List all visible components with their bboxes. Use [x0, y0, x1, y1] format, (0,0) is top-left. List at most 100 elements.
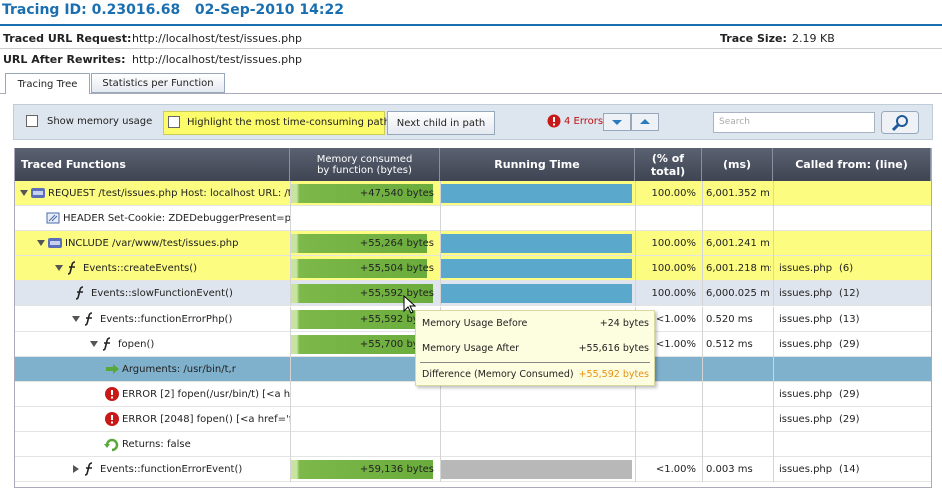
next-child-button[interactable]: Next child in path: [387, 111, 495, 135]
column-divider: [773, 381, 774, 407]
tooltip: [415, 310, 655, 386]
ms-value: 6,001.218 ms: [706, 263, 771, 275]
called-line: (12): [839, 288, 860, 300]
table-row[interactable]: [15, 206, 931, 232]
trace-id: Tracing ID: 0.23016.68: [2, 2, 181, 18]
column-divider: [773, 457, 774, 483]
column-divider: [635, 181, 636, 207]
tab[interactable]: Statistics per Function: [91, 73, 225, 93]
column-divider: [702, 457, 703, 483]
label: Traced URL Request:: [3, 32, 132, 45]
column-divider: [773, 281, 774, 307]
called-file: issues.php: [779, 464, 833, 476]
ms-value: 6,001.352 m:: [706, 188, 771, 200]
column-divider: [635, 256, 636, 282]
running-bar: [441, 234, 632, 254]
called-line: (29): [839, 338, 860, 350]
tab[interactable]: Tracing Tree: [5, 73, 90, 94]
column-divider: [440, 206, 441, 232]
function-label: Returns: false: [122, 439, 191, 451]
hdr-icon: [46, 212, 60, 224]
called-line: (29): [839, 388, 860, 400]
f-icon: [102, 336, 111, 351]
ret-icon: [104, 438, 119, 452]
column-divider: [773, 356, 774, 382]
ms-value: 6,001.241 m:: [706, 238, 771, 250]
memory-value: +47,540 bytes: [359, 188, 434, 200]
column-divider: [773, 256, 774, 282]
f-icon: [75, 286, 84, 301]
trace-title: Tracing ID: 0.23016.68 02-Sep-2010 14:22: [2, 2, 344, 18]
checkbox[interactable]: [26, 115, 38, 127]
column-divider: [440, 406, 441, 432]
tab-line: [0, 93, 942, 94]
column-divider: [635, 231, 636, 257]
column-divider: [290, 406, 291, 432]
err-icon: [105, 386, 119, 401]
memory-value: +55,592 bytes: [359, 288, 434, 300]
running-bar: [441, 284, 632, 304]
function-label: INCLUDE /var/www/test/issues.php: [65, 238, 239, 250]
table-row[interactable]: [15, 406, 931, 432]
column-divider: [290, 306, 291, 332]
column-divider: [635, 206, 636, 232]
expander[interactable]: [55, 265, 63, 272]
percent-value: <1.00%: [655, 338, 696, 350]
php-icon: [31, 188, 45, 198]
errors-count[interactable]: 4 Errors: [564, 116, 604, 127]
highlight-toggle[interactable]: [163, 111, 385, 135]
memory-bar: [291, 334, 433, 354]
called-file: issues.php: [779, 388, 833, 400]
expander[interactable]: [37, 240, 45, 247]
ms-value: 0.520 ms: [706, 313, 753, 325]
column-divider: [290, 432, 291, 458]
column-header: Running Time: [440, 148, 635, 181]
expander[interactable]: [73, 465, 79, 474]
column-divider: [290, 457, 291, 483]
checkbox-label: Highlight the most time-consuming path: [187, 117, 390, 128]
search-input[interactable]: Search: [713, 112, 875, 133]
divider: [0, 48, 942, 49]
column-divider: [702, 381, 703, 407]
tooltip-label: Memory Usage After: [422, 343, 520, 354]
column-divider: [290, 331, 291, 357]
called-file: issues.php: [779, 288, 833, 300]
error-nav[interactable]: [603, 113, 659, 131]
column-divider: [290, 206, 291, 232]
called-line: (13): [839, 313, 860, 325]
column-divider: [773, 306, 774, 332]
called-file: issues.php: [779, 263, 833, 275]
tooltip-label: Memory Usage Before: [422, 317, 528, 329]
tooltip-divider: [420, 362, 650, 363]
table-row[interactable]: [15, 432, 931, 458]
value: 2.19 KB: [792, 32, 835, 45]
called-line: (29): [839, 413, 860, 425]
column-divider: [702, 331, 703, 357]
column-divider: [290, 356, 291, 382]
column-divider: [635, 432, 636, 458]
ms-value: 6,000.025 m:: [706, 288, 771, 300]
url: http://localhost/test/issues.php: [132, 53, 303, 66]
expander[interactable]: [90, 340, 98, 347]
running-bar: [441, 184, 632, 204]
column-divider: [702, 432, 703, 458]
percent-value: 100.00%: [651, 288, 697, 300]
memory-bar: [291, 184, 433, 204]
column-divider: [702, 256, 703, 282]
search-button[interactable]: [881, 111, 919, 134]
column-divider: [635, 406, 636, 432]
column-divider: [440, 181, 441, 207]
column-divider: [702, 306, 703, 332]
column-divider: [290, 256, 291, 282]
memory-bar: [291, 460, 433, 480]
column-divider: [773, 181, 774, 207]
checkbox[interactable]: [168, 116, 180, 128]
column-divider: [702, 356, 703, 382]
expander[interactable]: [20, 190, 28, 196]
column-divider: [702, 406, 703, 432]
column-divider: [635, 457, 636, 483]
column-divider: [440, 256, 441, 282]
expander[interactable]: [72, 315, 80, 322]
percent-value: 100.00%: [651, 238, 697, 250]
function-label: ERROR [2] fopen(/usr/bin/t) [<a hr: [122, 388, 290, 400]
